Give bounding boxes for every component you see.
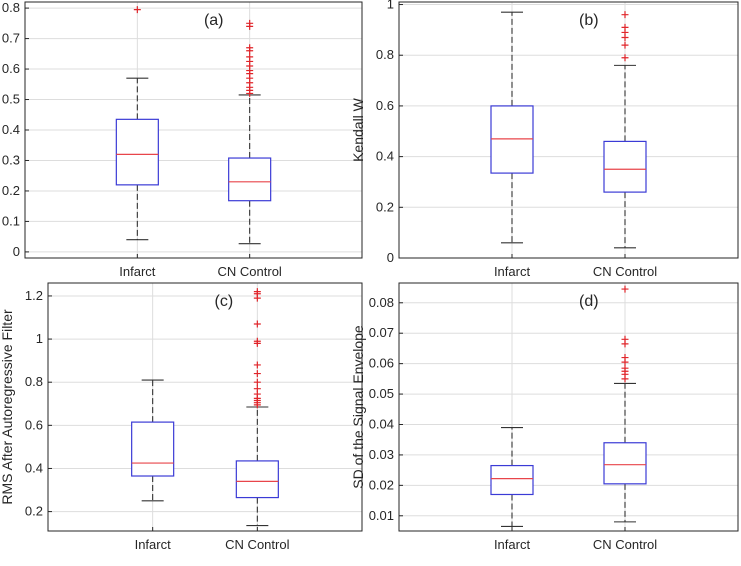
- axes-frame: [47, 282, 363, 532]
- outlier-point: [246, 19, 254, 27]
- y-tick-label: 0.05: [369, 386, 394, 401]
- iqr-box: [235, 460, 279, 499]
- outlier-point: [253, 378, 261, 386]
- iqr-box: [115, 118, 159, 186]
- box-infarct: [490, 11, 534, 244]
- box-cn-control: [603, 285, 647, 523]
- x-tick-label: Infarct: [119, 264, 156, 279]
- y-tick-label: 0.2: [25, 504, 43, 519]
- box-cn-control: [603, 11, 647, 249]
- outlier-point: [621, 354, 629, 362]
- outlier-point: [621, 364, 629, 372]
- iqr-box: [228, 157, 272, 202]
- box-infarct: [115, 6, 159, 241]
- x-tick-label: Infarct: [494, 264, 531, 279]
- iqr-box: [603, 442, 647, 485]
- panel-a: 0 0.1 0.2 0.3 0.4 0.5 0.6 0.7 0.8 Infarct CN Contr…: [2, 0, 363, 279]
- outlier-point: [621, 335, 629, 343]
- y-axis-label: SD of the Signal Envelope: [350, 325, 366, 489]
- y-tick-label: 0.6: [2, 61, 20, 76]
- panel-label: (b): [579, 12, 599, 29]
- y-tick-label: 0.08: [369, 295, 394, 310]
- x-tick-label: CN Control: [593, 537, 657, 552]
- plot-area: [399, 2, 738, 258]
- outlier-point: [253, 288, 261, 296]
- outlier-point: [621, 11, 629, 19]
- outlier-point: [253, 361, 261, 369]
- iqr-box: [603, 140, 647, 193]
- plot-area: [399, 283, 738, 531]
- y-tick-label: 0.4: [2, 122, 20, 137]
- x-tick-label: CN Control: [225, 537, 289, 552]
- y-tick-label: 0.3: [2, 152, 20, 167]
- y-tick-label: 0.8: [2, 0, 20, 15]
- y-tick-label: 0.4: [376, 149, 394, 164]
- y-tick-label: 0.4: [25, 460, 43, 475]
- y-tick-label: 0.04: [369, 416, 394, 431]
- y-tick-label: 0.07: [369, 325, 394, 340]
- outlier-point: [621, 285, 629, 293]
- outlier-point: [246, 53, 254, 61]
- outlier-point: [621, 41, 629, 49]
- y-tick-label: 0.8: [376, 47, 394, 62]
- panel-label: (a): [204, 12, 224, 29]
- box-cn-control: [228, 19, 272, 245]
- y-tick-label: 1: [387, 0, 394, 12]
- outlier-point: [253, 370, 261, 378]
- y-tick-label: 0.7: [2, 31, 20, 46]
- y-tick-label: 0.1: [2, 213, 20, 228]
- y-tick-label: 0.2: [2, 183, 20, 198]
- panel-c: 0.2 0.4 0.6 0.8 1 1.2 Infarct CN Control RMS Aft…: [0, 282, 363, 552]
- y-tick-label: 0.5: [2, 92, 20, 107]
- y-tick-label: 0.8: [25, 374, 43, 389]
- outlier-point: [253, 320, 261, 328]
- outlier-point: [253, 337, 261, 345]
- plot-area: [48, 283, 362, 531]
- y-tick-label: 1.2: [25, 288, 43, 303]
- box-infarct: [490, 426, 534, 527]
- y-tick-label: 0.6: [376, 98, 394, 113]
- outlier-point: [621, 23, 629, 31]
- y-axis-label: RMS After Autoregressive Filter: [0, 309, 15, 505]
- outlier-point: [133, 6, 141, 14]
- axes-frame: [398, 282, 739, 532]
- x-tick-label: CN Control: [218, 264, 282, 279]
- x-tick-label: Infarct: [494, 537, 531, 552]
- x-tick-label: CN Control: [593, 264, 657, 279]
- panel-label: (c): [215, 293, 234, 310]
- y-tick-label: 0.2: [376, 199, 394, 214]
- panel-d: 0.01 0.02 0.03 0.04 0.05 0.06 0.07 0.08 Infarct C…: [350, 282, 739, 552]
- x-tick-label: Infarct: [135, 537, 172, 552]
- y-axis-label: Kendall W: [350, 97, 366, 162]
- y-tick-label: 0.03: [369, 447, 394, 462]
- iqr-box: [131, 421, 175, 477]
- outlier-point: [621, 54, 629, 62]
- box-cn-control: [235, 288, 279, 527]
- y-tick-label: 1: [36, 331, 43, 346]
- y-tick-label: 0.06: [369, 356, 394, 371]
- axes-frame: [398, 1, 739, 259]
- y-tick-label: 0.6: [25, 417, 43, 432]
- y-tick-label: 0: [13, 244, 20, 259]
- box-infarct: [131, 379, 175, 502]
- panel-b: 0 0.2 0.4 0.6 0.8 1 Infarct CN Control Kendall W…: [350, 0, 739, 279]
- y-tick-label: 0: [387, 250, 394, 265]
- outlier-point: [253, 385, 261, 393]
- iqr-box: [490, 464, 534, 496]
- outlier-point: [246, 44, 254, 52]
- iqr-box: [490, 105, 534, 174]
- axes-frame: [24, 1, 363, 259]
- y-tick-label: 0.01: [369, 508, 394, 523]
- panel-label: (d): [579, 293, 599, 310]
- y-tick-label: 0.02: [369, 477, 394, 492]
